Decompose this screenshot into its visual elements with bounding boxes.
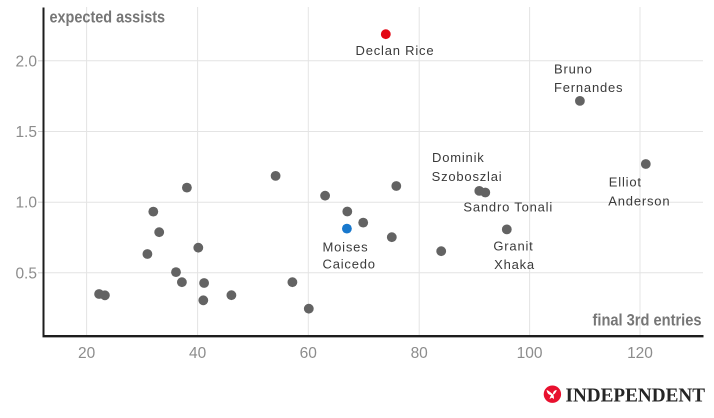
svg-text:Anderson: Anderson [608, 194, 670, 209]
svg-text:Granit: Granit [493, 238, 533, 253]
svg-text:Xhaka: Xhaka [494, 257, 535, 272]
svg-text:Moises: Moises [323, 240, 369, 255]
svg-text:Declan Rice: Declan Rice [356, 43, 435, 58]
svg-text:final 3rd entries: final 3rd entries [593, 311, 702, 330]
svg-text:0.5: 0.5 [15, 265, 37, 282]
svg-text:Fernandes: Fernandes [554, 80, 623, 95]
svg-text:40: 40 [189, 345, 207, 362]
svg-text:1.0: 1.0 [15, 195, 37, 212]
svg-text:1.5: 1.5 [15, 124, 37, 141]
svg-text:20: 20 [78, 345, 96, 362]
svg-text:expected assists: expected assists [50, 7, 166, 26]
svg-text:2.0: 2.0 [15, 53, 37, 70]
svg-text:Sandro Tonali: Sandro Tonali [463, 200, 553, 215]
svg-text:100: 100 [517, 345, 543, 362]
svg-text:80: 80 [411, 345, 429, 362]
svg-text:Szoboszlai: Szoboszlai [432, 169, 503, 184]
svg-text:INDEPENDENT: INDEPENDENT [566, 384, 706, 406]
svg-text:60: 60 [300, 345, 318, 362]
svg-text:Caicedo: Caicedo [323, 257, 376, 272]
svg-text:Bruno: Bruno [554, 62, 593, 77]
svg-text:120: 120 [627, 345, 653, 362]
svg-text:Dominik: Dominik [432, 150, 485, 165]
svg-text:Elliot: Elliot [609, 174, 642, 189]
